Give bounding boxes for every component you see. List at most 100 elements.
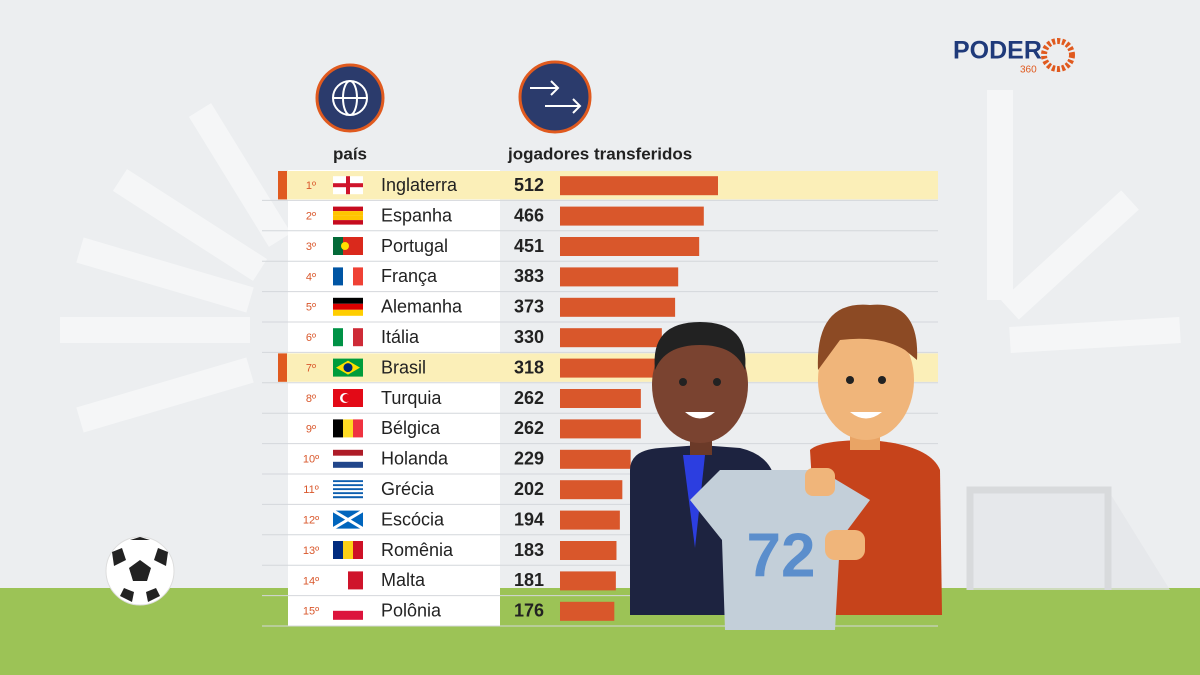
rank-label: 11º <box>303 484 318 496</box>
flag-part <box>343 541 353 559</box>
bar <box>560 601 615 621</box>
jersey-number: 72 <box>747 521 816 590</box>
rank-label: 13º <box>303 545 319 557</box>
value-label: 229 <box>514 449 544 469</box>
category-label: Holanda <box>381 449 449 469</box>
country-icon <box>315 63 385 133</box>
flag <box>333 358 363 377</box>
illustration-players: 72 <box>630 304 942 630</box>
value-label: 202 <box>514 479 544 499</box>
value-label: 194 <box>514 509 544 529</box>
flag-part <box>333 492 363 495</box>
value-label: 181 <box>514 570 544 590</box>
flag-part <box>333 490 363 493</box>
flag <box>333 480 363 499</box>
bar <box>560 328 662 348</box>
flag <box>333 267 363 286</box>
decor-rays <box>60 90 1181 433</box>
rank-label: 6º <box>306 332 316 344</box>
rank-label: 8º <box>306 393 316 405</box>
value-label: 318 <box>514 357 544 377</box>
flag-part <box>333 486 363 489</box>
category-label: Alemanha <box>381 297 463 317</box>
flag-part <box>353 541 363 559</box>
rank-label: 4º <box>306 271 316 283</box>
logo-name: PODER <box>953 37 1042 65</box>
flag <box>333 541 363 559</box>
category-label: Romênia <box>381 540 454 560</box>
value-header: jogadores transferidos <box>507 144 692 163</box>
category-label: Escócia <box>381 509 445 529</box>
bar <box>560 267 679 287</box>
flag-part <box>333 220 363 225</box>
soccer-ball <box>105 536 175 606</box>
flag <box>333 419 363 438</box>
flag-part <box>333 206 363 212</box>
bar <box>560 541 617 560</box>
flag <box>333 601 363 620</box>
value-label: 330 <box>514 327 544 347</box>
bar <box>560 237 700 256</box>
category-label: Malta <box>381 570 426 590</box>
category-label: Grécia <box>381 479 435 499</box>
flag-part <box>333 211 363 216</box>
value-label: 383 <box>514 266 544 286</box>
value-label: 183 <box>514 540 544 560</box>
rank-label: 3º <box>306 241 316 253</box>
flag-part <box>333 541 343 559</box>
flag-part <box>343 419 353 438</box>
flag <box>333 449 363 468</box>
table-panel <box>288 170 500 626</box>
flag-part <box>348 571 363 590</box>
flag-part <box>333 449 363 456</box>
flag-part <box>333 484 363 487</box>
value-label: 512 <box>514 175 544 195</box>
flag-part <box>333 480 363 483</box>
flag-part <box>341 242 349 250</box>
flag-part <box>333 461 363 468</box>
flag-part <box>333 328 343 347</box>
category-label: Brasil <box>381 357 426 377</box>
flag-part <box>333 183 363 188</box>
flag-part <box>333 496 363 499</box>
category-label: Portugal <box>381 236 448 256</box>
flag-part <box>353 267 363 286</box>
bar <box>560 206 704 226</box>
rank-label: 7º <box>306 363 316 375</box>
flag-part <box>343 328 353 347</box>
flag-part <box>333 610 363 620</box>
value-label: 451 <box>514 236 544 256</box>
bar <box>560 510 620 530</box>
value-label: 176 <box>514 601 544 621</box>
rank-label: 10º <box>303 454 319 466</box>
bar <box>560 389 641 408</box>
logo: PODER 360 <box>953 37 1075 76</box>
flag-part <box>333 309 363 316</box>
flag-part <box>333 419 343 438</box>
logo-sub: 360 <box>1020 65 1037 76</box>
flag <box>333 389 363 407</box>
flag-part <box>332 509 364 530</box>
rank-label: 12º <box>303 515 319 527</box>
flag-part <box>353 237 363 255</box>
rank-label: 1º <box>306 180 316 192</box>
value-label: 373 <box>514 297 544 317</box>
flag <box>333 297 363 316</box>
category-label: Itália <box>381 327 420 347</box>
flag-part <box>333 303 363 310</box>
category-label: Bélgica <box>381 418 441 438</box>
rank-label: 15º <box>303 606 319 618</box>
flag-part <box>333 494 363 497</box>
value-label: 262 <box>514 418 544 438</box>
flag-part <box>353 328 363 347</box>
flag-part <box>333 571 348 590</box>
flag <box>333 571 363 590</box>
flag-part <box>333 297 363 304</box>
bar <box>560 480 623 500</box>
flag <box>333 176 363 195</box>
flag <box>333 237 363 255</box>
bar <box>560 571 616 591</box>
value-label: 466 <box>514 205 544 225</box>
category-label: Espanha <box>381 205 453 225</box>
